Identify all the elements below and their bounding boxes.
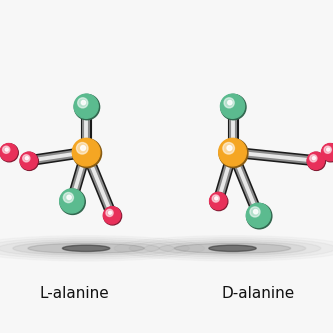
Circle shape — [77, 143, 88, 154]
Circle shape — [324, 146, 331, 154]
Circle shape — [210, 192, 228, 210]
Circle shape — [307, 152, 324, 169]
Circle shape — [74, 94, 100, 120]
Circle shape — [104, 207, 122, 225]
Circle shape — [228, 101, 232, 105]
Circle shape — [103, 207, 121, 224]
Circle shape — [253, 209, 258, 214]
Circle shape — [250, 207, 260, 217]
Circle shape — [25, 157, 28, 160]
Circle shape — [72, 139, 100, 166]
Circle shape — [0, 144, 18, 162]
Circle shape — [23, 155, 30, 162]
Circle shape — [60, 189, 85, 214]
Text: L-alanine: L-alanine — [40, 286, 110, 301]
Circle shape — [5, 148, 8, 151]
Circle shape — [3, 146, 10, 154]
Circle shape — [73, 139, 102, 167]
Circle shape — [310, 155, 317, 162]
Ellipse shape — [209, 245, 256, 251]
Circle shape — [74, 94, 98, 118]
Circle shape — [219, 139, 246, 166]
Circle shape — [20, 152, 37, 169]
Circle shape — [109, 211, 112, 214]
Ellipse shape — [63, 245, 110, 251]
Text: D-alanine: D-alanine — [222, 286, 295, 301]
Circle shape — [63, 192, 74, 203]
Circle shape — [227, 146, 232, 151]
Circle shape — [312, 157, 315, 160]
Circle shape — [322, 144, 333, 161]
Circle shape — [220, 94, 244, 118]
Circle shape — [106, 209, 113, 216]
Circle shape — [0, 144, 17, 161]
Circle shape — [81, 101, 86, 105]
Circle shape — [67, 195, 71, 199]
Circle shape — [81, 146, 86, 151]
Circle shape — [219, 139, 248, 167]
Circle shape — [20, 152, 38, 170]
Circle shape — [212, 195, 219, 202]
Ellipse shape — [28, 243, 144, 253]
Circle shape — [223, 143, 234, 154]
Circle shape — [215, 197, 218, 200]
Circle shape — [307, 152, 325, 170]
Circle shape — [78, 98, 88, 108]
Circle shape — [60, 189, 84, 213]
Ellipse shape — [159, 241, 306, 255]
Circle shape — [322, 144, 333, 162]
Circle shape — [327, 148, 330, 151]
Ellipse shape — [174, 243, 291, 253]
Circle shape — [246, 203, 272, 229]
Circle shape — [221, 94, 246, 120]
Ellipse shape — [13, 241, 159, 255]
Circle shape — [224, 98, 234, 108]
Circle shape — [246, 203, 270, 227]
Circle shape — [209, 192, 227, 209]
